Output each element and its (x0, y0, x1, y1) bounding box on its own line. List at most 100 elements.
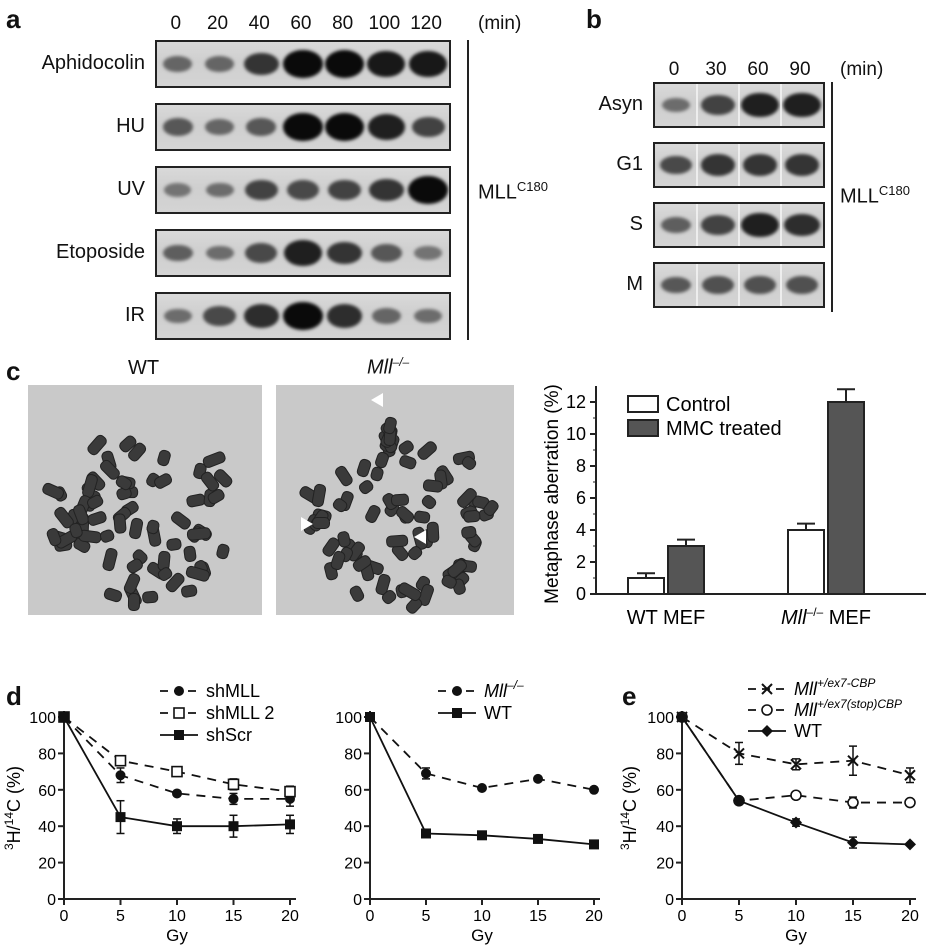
marker-filled-square (174, 730, 184, 740)
lane-divider (780, 84, 782, 126)
d2-x-tick-label: 20 (585, 908, 603, 925)
y-tick-label: 8 (576, 456, 586, 476)
marker-filled-diamond (761, 725, 773, 737)
time-label-100: 100 (368, 13, 401, 34)
time-label-0: 0 (170, 13, 182, 34)
d2-y-tick-label: 60 (344, 783, 362, 800)
panel-a-bracket-line (467, 40, 469, 340)
category-sup: –/– (807, 605, 824, 619)
y-tick-label: 2 (576, 552, 586, 572)
time-label-60: 60 (747, 59, 769, 80)
row-label-s: S (629, 213, 643, 235)
band-etoposide-3 (284, 240, 322, 266)
band-asyn-0 (661, 97, 691, 113)
row-label-m: M (626, 273, 643, 295)
lane-divider (696, 204, 698, 246)
legend-gene-sup: –/– (506, 678, 524, 692)
band-uv-1 (205, 182, 234, 198)
lane-divider (738, 264, 740, 306)
chromosome (422, 478, 445, 493)
chromosome (102, 586, 124, 604)
marker-open-square (171, 765, 183, 778)
marker-filled-square (421, 828, 431, 839)
d1-series-line-shmll-2 (63, 716, 291, 793)
marker-filled-square (533, 833, 543, 844)
band-uv-6 (408, 175, 448, 205)
marker-filled-square (172, 821, 182, 832)
chromosome (419, 492, 439, 511)
legend-label-mmc-treated: MMC treated (666, 418, 782, 440)
e-y-axis-label: 3H/14C (%) (618, 766, 640, 850)
legend-gene-sup: +/ex7-CBP (817, 676, 875, 690)
e-y-tick-label: 100 (647, 710, 674, 727)
ylabel-sup: 3 (618, 843, 632, 850)
band-asyn-1 (701, 95, 735, 115)
marker-open-square (114, 754, 127, 767)
band-uv-0 (164, 183, 192, 197)
marker-open-square (173, 707, 185, 719)
e-y-tick-label: 80 (656, 746, 674, 763)
chromosome (390, 493, 410, 507)
band-aphidocolin-1 (205, 56, 234, 72)
e-x-axis-label: Gy (785, 926, 807, 945)
ylabel-part: H/ (620, 825, 640, 843)
marker-filled-square (115, 812, 126, 823)
lane-divider (780, 204, 782, 246)
chromosome (385, 534, 409, 549)
marker-filled-diamond (790, 816, 802, 829)
band-aphidocolin-5 (367, 50, 406, 78)
chromosome (141, 590, 160, 605)
marker-x (847, 754, 859, 767)
band-ir-1 (203, 306, 236, 326)
chromosome (85, 510, 108, 528)
e-y-tick-label: 0 (665, 892, 674, 909)
d2-series-line-mll (369, 716, 595, 791)
band-uv-4 (328, 179, 362, 201)
chromosome (155, 449, 172, 468)
y-tick-label: 6 (576, 488, 586, 508)
panel-e-label: e (622, 681, 637, 711)
panel-d-label: d (6, 681, 22, 711)
y-tick-label: 10 (566, 424, 586, 444)
chromosome (463, 509, 482, 524)
band-uv-5 (369, 178, 404, 202)
band-etoposide-0 (163, 244, 193, 262)
marker-x-stroke (790, 758, 802, 771)
marker-filled-diamond (847, 836, 859, 849)
time-label-90: 90 (789, 59, 811, 80)
blot-etoposide (155, 229, 451, 277)
d2-x-tick-label: 10 (473, 908, 491, 925)
chromosome (398, 454, 419, 471)
band-aphidocolin-4 (324, 49, 365, 79)
ylabel-sup: 14 (618, 812, 632, 826)
marker-filled-diamond (904, 838, 916, 851)
blot-aphidocolin (155, 40, 451, 88)
e-legend-label-wt: WT (794, 721, 822, 741)
marker-open-circle (761, 704, 773, 716)
d1-y-axis-label: 3H/14C (%) (2, 766, 24, 850)
band-hu-1 (205, 119, 234, 135)
category-label-1: Mll–/– MEF (781, 605, 871, 629)
marker-filled-square (452, 708, 462, 718)
chromosome (393, 504, 417, 526)
d1-legend-label-shscr: shScr (206, 725, 252, 745)
panel-b-bracket-line (831, 82, 833, 312)
time-label-40: 40 (248, 13, 270, 34)
legend-swatch-control (627, 395, 659, 413)
d2-x-tick-label: 15 (529, 908, 547, 925)
chromosome (363, 502, 383, 524)
band-aphidocolin-2 (243, 52, 279, 76)
band-uv-3 (286, 180, 319, 200)
e-x-tick-label: 5 (735, 908, 744, 925)
e-legend-label-mll-ex7-cbp: Mll+/ex7-CBP (794, 676, 875, 699)
band-s-2 (741, 212, 779, 238)
d2-y-tick-label: 80 (344, 746, 362, 763)
panel-b-mll-text: MLL (840, 185, 879, 208)
legend-swatch-mmc-treated (627, 419, 659, 437)
chromosome (200, 449, 228, 470)
row-label-uv: UV (117, 178, 145, 200)
e-x-tick-label: 10 (787, 908, 805, 925)
mll-ko-metaphase-image (276, 385, 514, 615)
d2-series-line-wt (369, 716, 595, 846)
